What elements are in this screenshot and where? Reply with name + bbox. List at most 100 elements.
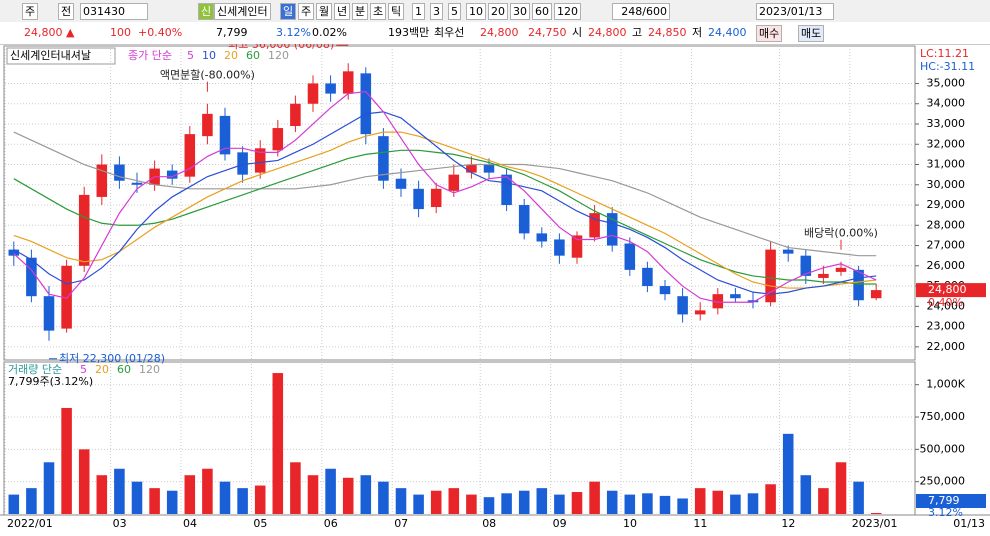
open: 24,800 — [588, 26, 627, 39]
volume-bar — [202, 468, 213, 514]
volume-bar — [466, 494, 477, 514]
x-end-label: 01/13 — [953, 517, 985, 530]
chart-title: 신세계인터내셔날 — [10, 49, 91, 62]
y-tick-label: 26,000 — [927, 259, 966, 272]
volume: 7,799 — [216, 26, 248, 39]
volume-title: 거래량 단순 — [8, 363, 62, 376]
volume-bar — [342, 477, 354, 514]
period-button[interactable]: 3 — [430, 3, 443, 20]
candle-body — [272, 128, 284, 151]
period-button[interactable]: 60 — [532, 3, 552, 20]
period-button[interactable]: 1 — [412, 3, 425, 20]
y-tick-label: 24,000 — [927, 299, 966, 312]
market[interactable]: 주 — [22, 3, 39, 20]
volume-bar — [747, 493, 759, 514]
volume-bar — [694, 488, 706, 514]
x-tick-label: 11 — [693, 517, 707, 530]
y-tick-label: 28,000 — [927, 218, 966, 231]
volume-bar — [518, 490, 530, 514]
candle-body — [853, 269, 864, 301]
volume-bar — [554, 494, 565, 514]
period-button[interactable]: 틱 — [388, 3, 405, 20]
volume-bar — [853, 481, 864, 514]
hc: HC:-31.11 — [920, 60, 975, 73]
period-button[interactable]: 년 — [334, 3, 351, 20]
candle-body — [360, 73, 372, 135]
buy-button[interactable]: 매수 — [756, 25, 783, 42]
y-tick-label: 30,000 — [927, 178, 966, 191]
volume-bar — [219, 481, 231, 514]
volume-bar — [290, 462, 301, 514]
candle-body — [659, 286, 671, 295]
scope[interactable]: 전 — [58, 3, 75, 20]
volume-bar — [78, 449, 90, 514]
period-button[interactable]: 20 — [488, 3, 508, 20]
period-button[interactable]: 일 — [280, 3, 297, 20]
price: 24,800 ▲ — [24, 26, 75, 39]
legend-label: 종가 단순 — [128, 49, 172, 62]
volume-bar — [800, 475, 812, 514]
volume-bar — [325, 468, 336, 514]
code[interactable]: 031430 — [80, 3, 148, 20]
price-frame — [3, 45, 916, 361]
y-tick-label: 27,000 — [927, 239, 966, 252]
period-button[interactable]: 주 — [298, 3, 315, 20]
candle-body — [413, 188, 424, 210]
volume-bar — [307, 475, 319, 514]
volume-bar — [395, 488, 407, 514]
date[interactable]: 2023/01/13 — [756, 3, 834, 20]
volume-bar — [642, 493, 653, 514]
candle-body — [430, 188, 442, 208]
candle-body — [518, 205, 530, 234]
period-button[interactable]: 분 — [352, 3, 369, 20]
period-button[interactable]: 월 — [316, 3, 333, 20]
y-tick-label: 22,000 — [927, 340, 966, 353]
period-button[interactable]: 10 — [466, 3, 486, 20]
candle-body — [8, 249, 20, 256]
chart: 신세계인터내셔날 종가 단순 LC:11.21 HC:-31.11 거래량 단순… — [0, 44, 990, 530]
volume-subtitle: 7,799주(3.12%) — [8, 375, 93, 388]
stock-name[interactable]: 신세계인터 — [214, 3, 271, 20]
volume-bar — [536, 488, 548, 514]
candle-body — [483, 164, 495, 173]
volume-bar — [712, 490, 724, 514]
ask: 24,800 — [480, 26, 519, 39]
candle-body — [166, 170, 178, 179]
candle-body — [589, 213, 600, 238]
legend-item: 120 — [139, 363, 160, 376]
x-tick-label: 2022/01 — [7, 517, 53, 530]
badge[interactable]: 신 — [198, 3, 215, 20]
ma-line — [13, 90, 877, 303]
last-pct: 3.12% — [928, 506, 963, 519]
ma-line — [13, 131, 877, 257]
low-label: 저 — [692, 26, 703, 39]
toolbar: 주 전 031430 신 신세계인터 일 주 월 년 분 초 틱 1 3 5 10 20 30 60 120… — [0, 0, 990, 23]
period-button[interactable]: 120 — [554, 3, 581, 20]
x-tick-label: 2023/01 — [852, 517, 898, 530]
volume-bar — [131, 481, 143, 514]
count[interactable]: 248/600 — [612, 3, 670, 20]
candle-body — [290, 103, 301, 127]
candle-body — [184, 134, 196, 177]
last-tag — [916, 493, 986, 508]
annotation: 최고 36,000 (06/08) — [228, 44, 334, 51]
high-label: 고 — [632, 26, 643, 39]
volume-bar — [501, 493, 512, 514]
period-button[interactable]: 30 — [510, 3, 530, 20]
volume-bar — [166, 490, 178, 514]
y-tick-label: 34,000 — [927, 97, 966, 110]
period-button[interactable]: 5 — [448, 3, 461, 20]
legend-item: 10 — [202, 49, 216, 62]
candle-body — [694, 310, 706, 315]
period-button[interactable]: 초 — [370, 3, 387, 20]
high: 24,850 — [648, 26, 687, 39]
sell-button[interactable]: 매도 — [798, 25, 825, 42]
candle-body — [254, 148, 266, 173]
volume-bar — [8, 494, 20, 514]
annotation: 최저 22,300 (01/28) — [59, 352, 165, 365]
candle-body — [448, 174, 460, 191]
volume-bar — [149, 488, 160, 514]
volume-bar — [870, 512, 882, 514]
volume-bar — [430, 490, 442, 514]
